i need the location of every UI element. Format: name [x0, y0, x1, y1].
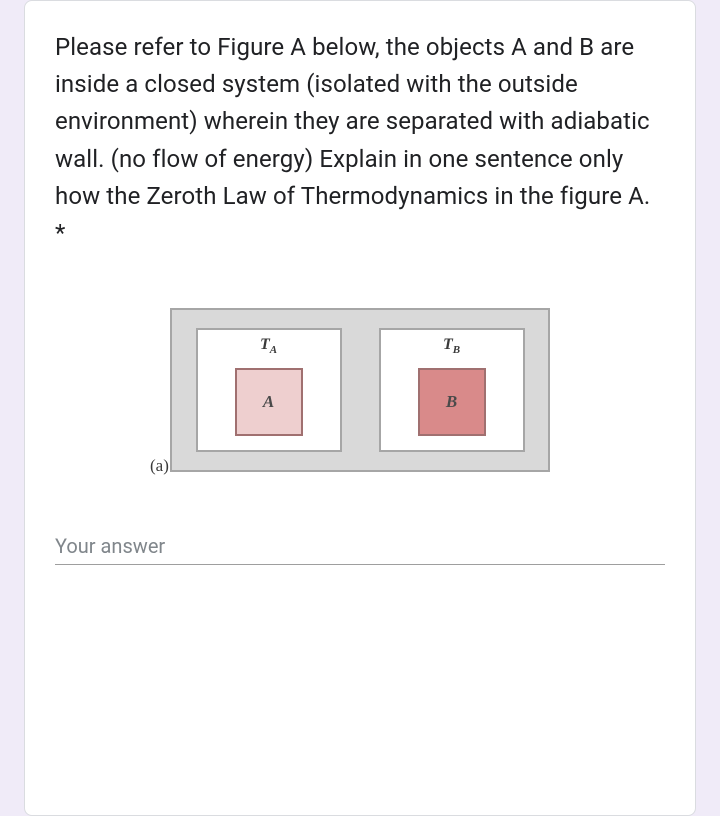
- closed-system-box: TA A TB B: [170, 308, 550, 472]
- figure-area: TA A TB B (a): [55, 308, 665, 472]
- figure-caption: (a): [150, 456, 169, 476]
- chamber-a: TA A: [196, 328, 342, 452]
- temp-b-main: T: [443, 336, 453, 353]
- temp-a-main: T: [260, 336, 270, 353]
- answer-input[interactable]: [55, 528, 665, 565]
- temp-a-sub: A: [270, 344, 277, 356]
- temp-label-a: TA: [260, 336, 277, 356]
- answer-row: [55, 528, 665, 565]
- object-b-label: B: [446, 392, 457, 412]
- required-marker: *: [55, 219, 65, 247]
- temp-label-b: TB: [443, 336, 460, 356]
- question-card: Please refer to Figure A below, the obje…: [24, 0, 696, 816]
- temp-b-sub: B: [453, 344, 460, 356]
- chamber-b: TB B: [379, 328, 525, 452]
- figure-wrap: TA A TB B (a): [150, 308, 570, 472]
- question-body: Please refer to Figure A below, the obje…: [55, 33, 650, 210]
- object-a: A: [235, 368, 303, 436]
- question-text: Please refer to Figure A below, the obje…: [55, 29, 665, 252]
- object-b: B: [418, 368, 486, 436]
- object-a-label: A: [263, 392, 274, 412]
